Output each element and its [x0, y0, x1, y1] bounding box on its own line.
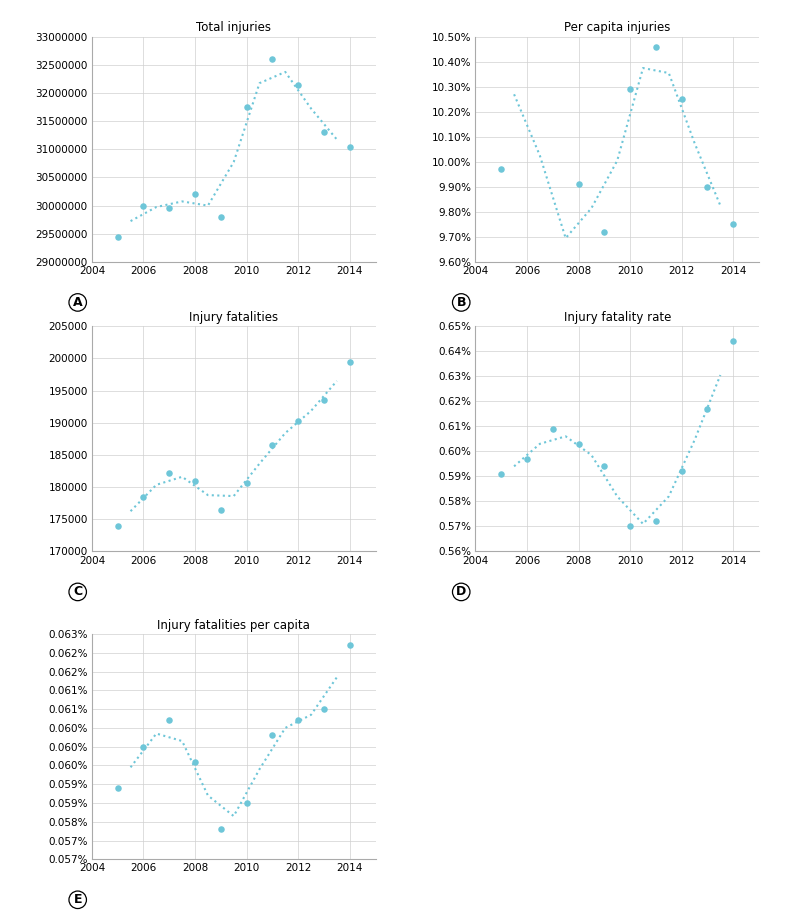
Point — [214, 822, 227, 836]
Point — [344, 638, 356, 652]
Point — [547, 422, 559, 437]
Point — [137, 489, 150, 504]
Point — [214, 502, 227, 516]
Point — [266, 728, 279, 743]
Point — [650, 514, 662, 528]
Point — [521, 12, 534, 27]
Point — [214, 210, 227, 224]
Title: Per capita injuries: Per capita injuries — [564, 21, 670, 34]
Point — [495, 467, 507, 482]
Point — [317, 392, 330, 407]
Point — [317, 702, 330, 717]
Point — [572, 437, 585, 451]
Point — [111, 229, 124, 244]
Point — [624, 519, 637, 534]
Point — [495, 162, 507, 176]
Point — [111, 518, 124, 533]
Point — [240, 100, 253, 115]
Text: C: C — [74, 585, 82, 598]
Text: A: A — [73, 296, 82, 309]
Point — [240, 796, 253, 811]
Point — [701, 402, 714, 416]
Point — [163, 713, 176, 728]
Point — [727, 217, 740, 232]
Point — [675, 92, 688, 107]
Text: B: B — [456, 296, 466, 309]
Point — [572, 177, 585, 192]
Point — [163, 201, 176, 216]
Point — [521, 451, 534, 466]
Point — [650, 40, 662, 54]
Point — [240, 475, 253, 490]
Point — [344, 354, 356, 369]
Point — [598, 224, 610, 239]
Text: D: D — [456, 585, 467, 598]
Point — [317, 125, 330, 140]
Title: Total injuries: Total injuries — [197, 21, 271, 34]
Point — [675, 464, 688, 479]
Point — [189, 754, 201, 769]
Title: Injury fatality rate: Injury fatality rate — [563, 311, 671, 323]
Point — [624, 82, 637, 96]
Point — [292, 713, 304, 728]
Point — [598, 459, 610, 473]
Point — [137, 740, 150, 754]
Point — [727, 334, 740, 348]
Point — [111, 780, 124, 795]
Point — [547, 285, 559, 300]
Point — [137, 199, 150, 213]
Point — [163, 466, 176, 481]
Point — [189, 473, 201, 488]
Point — [701, 179, 714, 194]
Point — [344, 139, 356, 153]
Point — [189, 187, 201, 202]
Text: E: E — [74, 893, 82, 906]
Point — [266, 52, 279, 67]
Title: Injury fatalities: Injury fatalities — [189, 311, 278, 323]
Point — [266, 437, 279, 452]
Title: Injury fatalities per capita: Injury fatalities per capita — [157, 618, 310, 631]
Point — [292, 414, 304, 429]
Point — [292, 77, 304, 92]
